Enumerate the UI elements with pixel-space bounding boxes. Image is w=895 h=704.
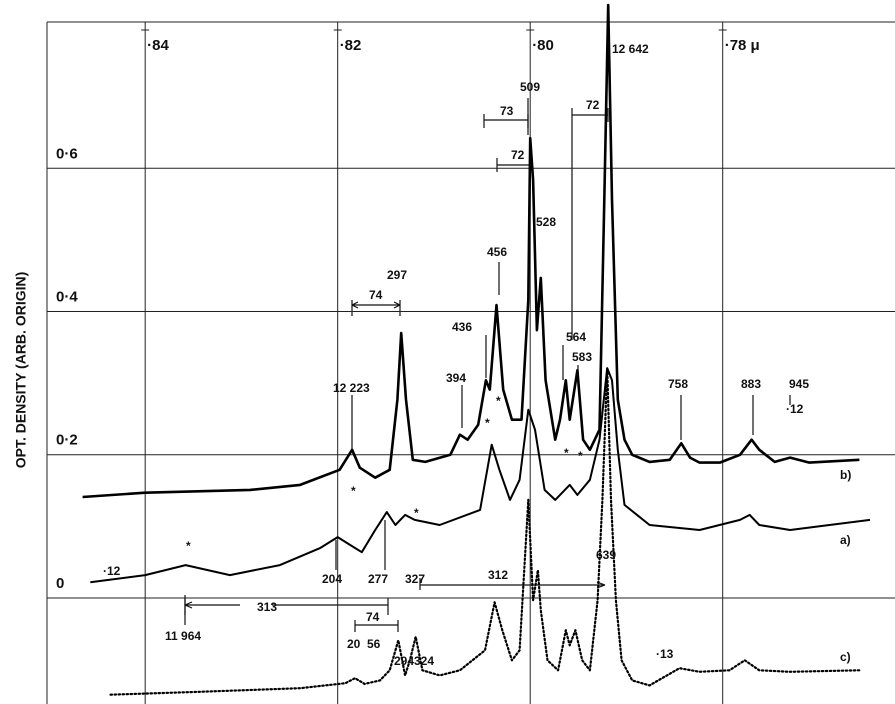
annotation: 72 [511, 148, 525, 162]
annotation: 509 [520, 80, 540, 94]
annotation: ·12 [103, 564, 121, 578]
annotation: 12 223 [333, 381, 370, 395]
annotation: 74 [366, 610, 380, 624]
annotation: 883 [741, 377, 761, 391]
spectrum-line [90, 367, 871, 584]
annotation: 436 [452, 320, 472, 334]
series-label: a) [840, 533, 851, 547]
x-tick-label: ·84 [147, 37, 169, 54]
y-axis-label: OPT. DENSITY (ARB. ORIGIN) [13, 272, 29, 469]
annotation: 312 [488, 568, 508, 582]
annotation: 583 [572, 350, 592, 364]
annotation: 72 [586, 98, 600, 112]
annotation: * [351, 484, 356, 498]
annotation: 11 964 [165, 629, 201, 643]
y-tick-label: 0 [56, 575, 64, 592]
annotation: * [564, 446, 569, 460]
annotation: 20 [347, 637, 361, 651]
annotation: 12 642 [612, 42, 649, 56]
annotation: 204 [322, 572, 342, 586]
y-tick-label: 0·4 [56, 289, 78, 306]
annotation: * [578, 449, 583, 463]
annotation: 456 [487, 245, 507, 259]
annotation: 324 [414, 654, 434, 668]
annotation: 639 [596, 548, 616, 562]
x-tick-label: ·80 [532, 37, 554, 54]
series-label: c) [840, 650, 851, 664]
annotation: 277 [368, 572, 388, 586]
annotation: * [414, 506, 419, 520]
x-tick-label: ·82 [340, 37, 362, 54]
annotation: ·12 [786, 402, 804, 416]
annotation: 945 [789, 377, 809, 391]
y-tick-label: 0·2 [56, 432, 78, 449]
dimension-lines [184, 98, 791, 632]
annotation: 74 [369, 288, 383, 302]
annotation: 327 [405, 572, 425, 586]
annotation: 758 [668, 377, 688, 391]
annotation: 73 [500, 104, 514, 118]
annotation: 297 [387, 268, 407, 282]
spectrum-line [82, 3, 860, 499]
annotation: 528 [536, 215, 556, 229]
annotation: * [485, 416, 490, 430]
y-tick-label: 0·6 [56, 145, 78, 162]
spectrum-line [109, 367, 861, 696]
annotation: 56 [367, 637, 381, 651]
annotation: 394 [446, 371, 466, 385]
series-label: b) [840, 468, 851, 482]
annotation: 294 [394, 654, 414, 668]
annotation: * [186, 539, 191, 553]
annotation: ·13 [656, 647, 674, 661]
annotation: 313 [257, 600, 277, 614]
annotation: * [496, 394, 501, 408]
x-tick-label: ·78 μ [725, 37, 760, 54]
annotation: 564 [566, 330, 586, 344]
